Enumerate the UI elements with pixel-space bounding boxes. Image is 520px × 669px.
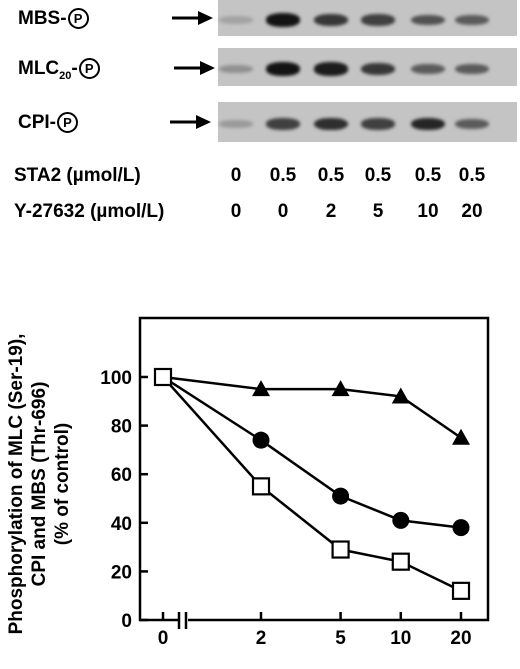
data-point-square — [153, 367, 173, 387]
sta2-value: 0.5 — [458, 165, 486, 186]
data-point-circle — [392, 511, 410, 529]
y27632-value: 0 — [230, 201, 242, 222]
y27632-value: 0 — [277, 201, 289, 222]
blot-image-mlc — [218, 48, 517, 86]
data-point-triangle — [391, 387, 410, 404]
y-axis-label: (% of control) — [52, 423, 73, 545]
y-tick-label: 60 — [111, 465, 132, 486]
blot-band — [266, 62, 300, 76]
blot-band — [266, 118, 300, 130]
blot-band — [266, 13, 300, 27]
data-point-circle — [452, 519, 470, 537]
x-tick-label: 5 — [335, 628, 346, 649]
series-line — [162, 376, 462, 592]
blot-label-subscript: 20 — [59, 69, 72, 82]
x-tick-label: 20 — [450, 628, 471, 649]
x-tick-label: 2 — [256, 628, 267, 649]
data-point-square — [331, 540, 350, 559]
blot-band — [361, 63, 395, 75]
blot-band — [314, 117, 348, 131]
blot-label-text: MLC — [18, 58, 60, 79]
blot-band — [361, 118, 395, 130]
y-axis-label: CPI and MBS (Thr-696) — [29, 382, 50, 587]
sta2-value: 0 — [230, 165, 242, 186]
y-axis-label: Phosphorylation of MLC (Ser-19), — [6, 334, 27, 635]
blot-band — [219, 65, 253, 73]
data-point-circle — [154, 368, 172, 386]
sta2-label: STA2 (µmol/L) — [14, 165, 141, 186]
data-point-square — [391, 552, 410, 571]
blot-band — [455, 63, 489, 75]
phospho-circle-icon: P — [57, 112, 78, 134]
blot-label-mlc: MLC20- P — [18, 58, 100, 82]
blot-band — [361, 14, 395, 26]
blot-band — [411, 117, 445, 131]
blot-band — [219, 16, 253, 24]
blot-band — [455, 118, 489, 130]
arrow-icon — [174, 61, 215, 75]
blot-band — [455, 14, 489, 26]
y-tick-label: 20 — [111, 562, 132, 583]
blot-band — [219, 120, 253, 128]
blot-label-cpi: CPI- P — [18, 112, 78, 134]
blot-image-cpi — [218, 102, 517, 142]
y27632-value: 2 — [325, 201, 337, 222]
blot-band — [314, 62, 348, 76]
sta2-value: 0.5 — [414, 165, 442, 186]
y27632-value: 10 — [417, 201, 439, 222]
blot-band — [411, 14, 445, 26]
blot-label-text: MBS- — [18, 8, 67, 29]
arrow-icon — [172, 11, 213, 25]
phospho-circle-icon: P — [67, 8, 89, 30]
y-tick-label: 80 — [111, 417, 132, 438]
plot-frame — [138, 316, 490, 622]
arrow-icon — [170, 115, 211, 129]
data-point-circle — [332, 487, 350, 505]
y-tick-label: 0 — [121, 611, 132, 632]
blot-band — [411, 63, 445, 75]
blot-label-text: CPI- — [18, 112, 56, 133]
x-tick-label: 10 — [390, 628, 411, 649]
phospho-circle-icon: P — [78, 58, 100, 80]
data-point-triangle — [252, 380, 270, 397]
blot-label-mbs: MBS- P — [18, 8, 89, 30]
axis-break-mask — [178, 614, 188, 628]
y27632-label: Y-27632 (µmol/L) — [14, 201, 165, 222]
y27632-value: 20 — [461, 201, 483, 222]
data-point-triangle — [331, 380, 350, 397]
series-line — [162, 375, 462, 439]
y-tick-label: 100 — [100, 368, 132, 389]
y27632-value: 5 — [372, 201, 384, 222]
sta2-value: 0.5 — [364, 165, 392, 186]
blot-label-dash: - — [71, 58, 78, 79]
data-point-circle — [252, 431, 270, 449]
data-point-square — [251, 477, 271, 496]
data-point-triangle — [154, 368, 172, 384]
sta2-value: 0.5 — [269, 165, 297, 186]
blot-image-mbs — [218, 0, 517, 36]
series-line — [162, 375, 462, 529]
data-point-square — [451, 581, 471, 600]
y-tick-label: 40 — [111, 514, 132, 535]
data-point-triangle — [452, 428, 470, 445]
blot-band — [314, 14, 348, 26]
sta2-value: 0.5 — [317, 165, 345, 186]
x-tick-label: 0 — [158, 628, 169, 649]
